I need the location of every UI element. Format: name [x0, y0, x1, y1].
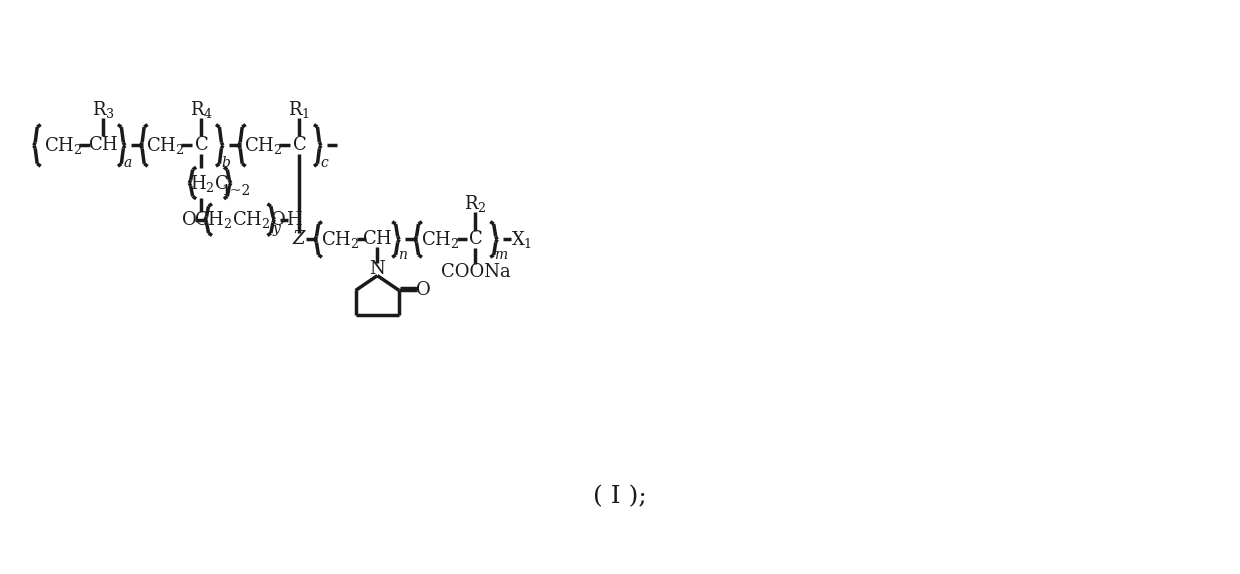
Text: $\mathregular{CH}$: $\mathregular{CH}$	[362, 231, 393, 249]
Text: b: b	[222, 156, 231, 170]
Text: N: N	[370, 260, 386, 278]
Text: n: n	[398, 249, 407, 262]
Text: $\mathregular{CH_2}$: $\mathregular{CH_2}$	[146, 135, 185, 156]
Text: $\mathregular{CH_2CH_2O}$: $\mathregular{CH_2CH_2O}$	[193, 209, 285, 230]
Text: $\mathregular{CH_2}$: $\mathregular{CH_2}$	[321, 229, 360, 250]
Text: Z: Z	[293, 231, 305, 249]
Text: a: a	[124, 156, 131, 170]
Text: $\mathregular{C}$: $\mathregular{C}$	[291, 137, 306, 154]
Text: $\mathregular{CH}$: $\mathregular{CH}$	[88, 137, 118, 154]
Text: O: O	[415, 281, 430, 300]
Text: 1~2: 1~2	[221, 184, 250, 198]
Text: $\mathregular{R_1}$: $\mathregular{R_1}$	[288, 99, 310, 120]
Text: m: m	[494, 249, 507, 262]
Text: c: c	[320, 156, 327, 170]
Text: y: y	[273, 222, 280, 235]
Text: $\mathregular{H_2C}$: $\mathregular{H_2C}$	[191, 173, 229, 193]
Text: $\mathregular{X_1}$: $\mathregular{X_1}$	[511, 229, 532, 250]
Text: $\mathregular{CH_2}$: $\mathregular{CH_2}$	[45, 135, 83, 156]
Text: ( Ⅰ );: ( Ⅰ );	[593, 486, 647, 509]
Text: H: H	[286, 211, 303, 228]
Text: $\mathregular{R_3}$: $\mathregular{R_3}$	[92, 99, 114, 120]
Text: $\mathregular{CH_2}$: $\mathregular{CH_2}$	[422, 229, 460, 250]
Text: $\mathregular{CH_2}$: $\mathregular{CH_2}$	[244, 135, 283, 156]
Text: $\mathregular{C}$: $\mathregular{C}$	[467, 231, 482, 249]
Text: $\mathregular{C}$: $\mathregular{C}$	[193, 137, 208, 154]
Text: COONa: COONa	[440, 263, 511, 281]
Text: O: O	[182, 211, 197, 228]
Text: $\mathregular{R_2}$: $\mathregular{R_2}$	[464, 193, 487, 214]
Text: $\mathregular{R_4}$: $\mathregular{R_4}$	[190, 99, 212, 120]
